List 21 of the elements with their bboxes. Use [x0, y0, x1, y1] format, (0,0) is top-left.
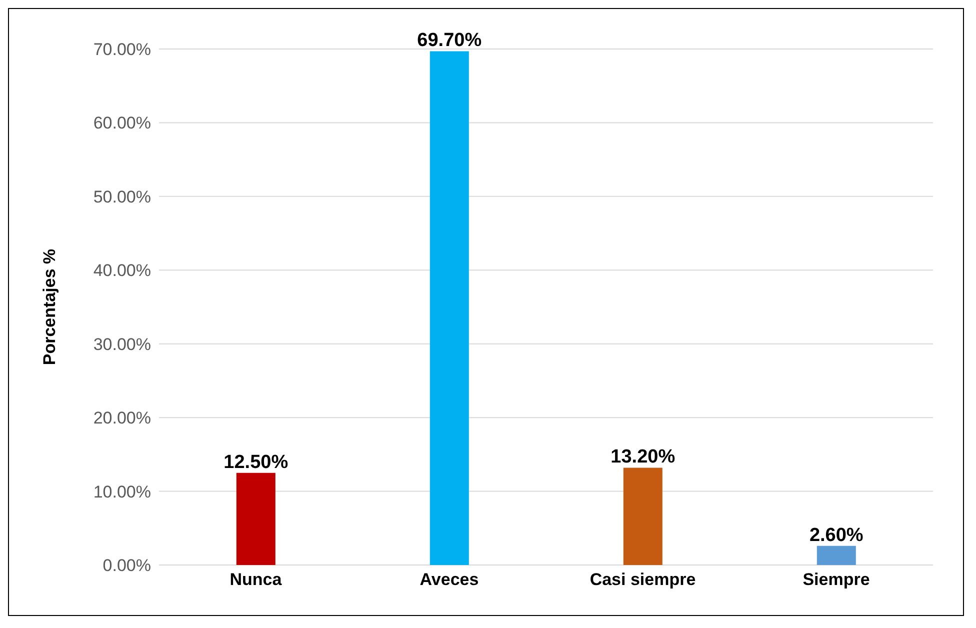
y-tick-label: 0.00% [102, 556, 151, 576]
data-label: 12.50% [224, 452, 288, 473]
y-tick-label: 30.00% [93, 334, 151, 354]
y-tick-label: 50.00% [93, 187, 151, 206]
data-label: 13.20% [610, 446, 676, 468]
x-tick-label: Casi siempre [590, 570, 696, 590]
data-label: 69.70% [417, 30, 482, 52]
x-tick-label: Nunca [230, 570, 282, 590]
bar [236, 472, 276, 565]
x-tick-label: Aveces [420, 570, 479, 590]
y-tick-label: 70.00% [93, 40, 151, 60]
y-tick-label: 20.00% [93, 408, 151, 428]
y-axis-title: Porcentajes % [40, 248, 60, 366]
bar [430, 51, 469, 565]
y-tick-label: 60.00% [93, 114, 151, 133]
data-label: 2.60% [809, 524, 864, 546]
y-tick-label: 40.00% [93, 261, 151, 280]
x-tick-label: Siempre [802, 570, 870, 590]
bar [816, 546, 856, 565]
bar [623, 468, 662, 565]
y-tick-label: 10.00% [93, 482, 151, 502]
